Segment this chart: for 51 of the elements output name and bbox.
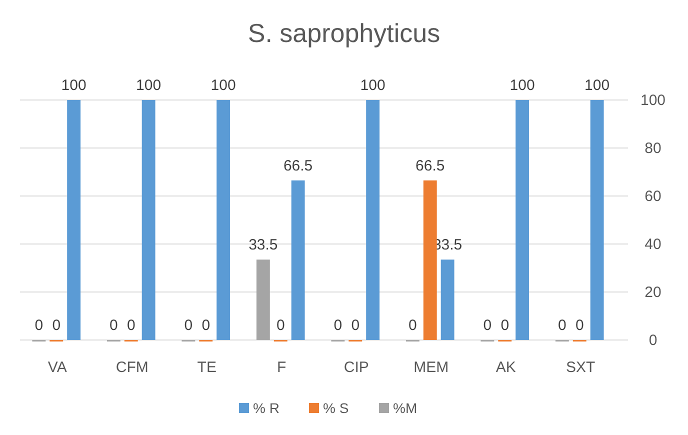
bar: [423, 180, 437, 340]
bar: [291, 180, 305, 340]
data-label: 33.5: [248, 236, 278, 254]
x-tick-label: CFM: [116, 359, 148, 376]
data-label: 100: [210, 77, 236, 94]
bar: [142, 100, 156, 340]
legend-label: %M: [393, 400, 418, 416]
data-label: 0: [52, 317, 61, 334]
bar: [256, 260, 270, 340]
bar: [516, 100, 530, 340]
data-label: 0: [276, 317, 285, 334]
bar: [67, 100, 81, 340]
data-label: 0: [202, 317, 210, 334]
y-tick-label: 80: [644, 140, 662, 157]
x-tick-label: SXT: [566, 359, 596, 376]
data-label: 0: [351, 317, 360, 334]
data-label: 0: [126, 317, 136, 334]
x-tick-label: AK: [496, 359, 516, 376]
bar: [440, 260, 454, 340]
data-label: 0: [575, 317, 584, 334]
data-label: 100: [510, 77, 535, 94]
x-tick-label: CIP: [344, 359, 369, 376]
data-label: 0: [558, 317, 566, 334]
bar: [366, 100, 380, 340]
data-label: 100: [360, 77, 386, 94]
data-label: 100: [136, 77, 162, 94]
data-label: 0: [500, 317, 510, 334]
data-label: 66.5: [283, 157, 313, 174]
data-label: 0: [483, 317, 492, 334]
data-label: 100: [61, 77, 86, 94]
data-label: 0: [408, 317, 417, 334]
x-tick-label: VA: [48, 359, 67, 376]
data-label: 0: [184, 317, 193, 334]
x-tick-label: F: [277, 359, 286, 376]
data-label: 0: [334, 317, 342, 334]
data-label: 0: [34, 317, 44, 334]
legend-label: % R: [253, 400, 280, 416]
x-tick-label: MEM: [414, 359, 449, 376]
y-tick-label: 20: [644, 284, 662, 301]
data-label: 66.5: [416, 157, 445, 174]
legend-label: % S: [323, 400, 349, 416]
y-tick-label: 0: [648, 332, 658, 349]
chart-title: S. saprophyticus: [248, 18, 440, 48]
data-label: 0: [110, 317, 118, 334]
bar: [590, 100, 604, 340]
bar: [216, 100, 230, 340]
y-tick-label: 60: [644, 188, 662, 205]
x-tick-label: TE: [197, 359, 216, 376]
data-label: 100: [584, 77, 610, 94]
y-tick-label: 100: [640, 92, 666, 109]
y-tick-label: 40: [644, 236, 662, 253]
